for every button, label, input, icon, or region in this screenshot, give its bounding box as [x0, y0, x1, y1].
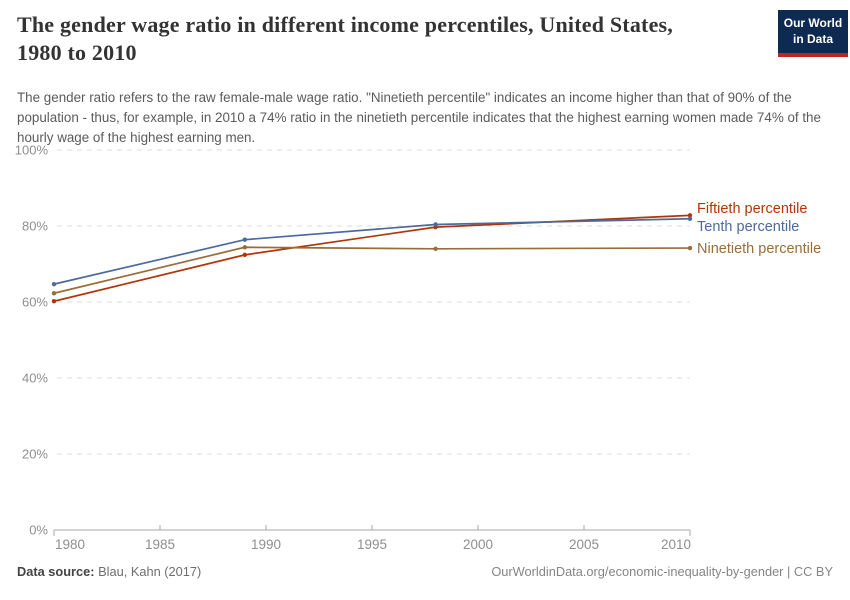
x-tick-label: 2000	[463, 537, 493, 552]
data-source: Data source: Blau, Kahn (2017)	[17, 564, 201, 579]
line-ninetieth-percentile[interactable]	[53, 246, 691, 295]
line-tenth-percentile[interactable]	[53, 217, 691, 285]
data-point-tenth-percentile[interactable]	[242, 237, 247, 242]
legend-label-tenth-percentile[interactable]: Tenth percentile	[697, 219, 799, 235]
x-tick-label: 2010	[661, 537, 691, 552]
logo-text-line1: Our World	[783, 15, 843, 30]
y-tick-label: 100%	[15, 143, 49, 158]
data-point-fiftieth-percentile[interactable]	[242, 252, 247, 258]
title-line-2: 1980 to 2010	[17, 39, 137, 65]
y-tick-label: 40%	[22, 371, 48, 386]
data-point-ninetieth-percentile[interactable]	[687, 245, 693, 251]
data-point-ninetieth-percentile[interactable]	[433, 246, 438, 251]
x-tick-label: 2005	[569, 537, 599, 552]
y-tick-label: 20%	[22, 447, 48, 462]
data-point-tenth-percentile[interactable]	[433, 222, 438, 227]
data-source-value: Blau, Kahn (2017)	[98, 564, 202, 579]
x-tick-label: 1990	[251, 537, 281, 552]
credit-url[interactable]: OurWorldinData.org/economic-inequality-b…	[491, 564, 833, 579]
legend-label-ninetieth-percentile[interactable]: Ninetieth percentile	[697, 241, 821, 257]
x-tick-label: 1985	[145, 537, 175, 552]
data-point-tenth-percentile[interactable]	[51, 281, 57, 287]
data-point-fiftieth-percentile[interactable]	[687, 213, 693, 218]
data-point-fiftieth-percentile[interactable]	[51, 299, 57, 304]
data-source-label: Data source:	[17, 564, 95, 579]
y-tick-label: 60%	[22, 295, 48, 310]
x-tick-label: 1995	[357, 537, 387, 552]
line-fiftieth-percentile[interactable]	[53, 214, 691, 303]
page-title: The gender wage ratio in different incom…	[17, 11, 767, 67]
chart-footer: Data source: Blau, Kahn (2017) OurWorldi…	[17, 564, 833, 579]
data-point-ninetieth-percentile[interactable]	[242, 245, 247, 250]
data-point-ninetieth-percentile[interactable]	[51, 291, 57, 296]
logo-text-line2: in Data	[792, 31, 833, 46]
data-point-tenth-percentile[interactable]	[687, 216, 693, 221]
legend-label-fiftieth-percentile[interactable]: Fiftieth percentile	[697, 201, 807, 217]
x-tick-label: 1980	[55, 537, 85, 552]
chart-subtitle: The gender ratio refers to the raw femal…	[17, 90, 821, 146]
owid-logo[interactable]: Our World in Data	[778, 10, 848, 57]
y-tick-label: 80%	[22, 219, 48, 234]
title-line-1: The gender wage ratio in different incom…	[17, 12, 673, 37]
y-tick-label: 0%	[29, 523, 48, 538]
